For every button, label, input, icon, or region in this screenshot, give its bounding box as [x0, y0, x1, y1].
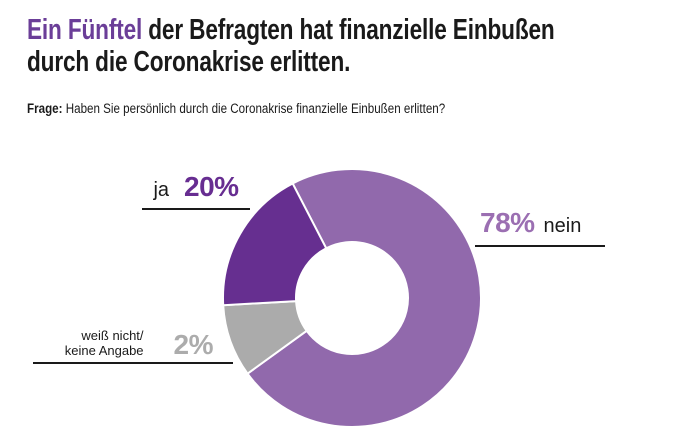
callout-unknown-category: weiß nicht/ keine Angabe: [64, 328, 144, 358]
callout-unknown-value: 2%: [173, 329, 214, 360]
page-title: Ein Fünftel der Befragten hat finanziell…: [27, 14, 555, 78]
callout-ja-value: 20%: [184, 171, 239, 202]
donut-segment-ja: [222, 182, 328, 307]
question-label: Frage:: [27, 101, 63, 116]
title-highlight: Ein Fünftel: [27, 14, 143, 46]
title-line-1-rest: der Befragten hat finanzielle Einbußen: [142, 14, 555, 46]
question-body: Haben Sie persönlich durch die Coronakri…: [65, 101, 446, 116]
title-line-2: durch die Coronakrise erlitten.: [27, 46, 351, 78]
callout-unknown-category-line-1: weiß nicht/: [81, 328, 144, 343]
callout-nein-category: nein: [543, 215, 582, 237]
donut-segment-nein: [246, 168, 482, 428]
callout-ja-category: ja: [153, 179, 170, 201]
title-line-1: Ein Fünftel der Befragten hat finanziell…: [27, 14, 555, 46]
callout-unknown-category-line-2: keine Angabe: [64, 342, 144, 358]
callout-unknown: weiß nicht/ keine Angabe 2%: [33, 328, 233, 364]
callout-nein: 78% nein: [475, 208, 605, 247]
question-text: Frage: Haben Sie persönlich durch die Co…: [27, 100, 445, 117]
callout-ja: ja 20%: [142, 172, 250, 210]
callout-nein-value: 78%: [480, 207, 535, 238]
